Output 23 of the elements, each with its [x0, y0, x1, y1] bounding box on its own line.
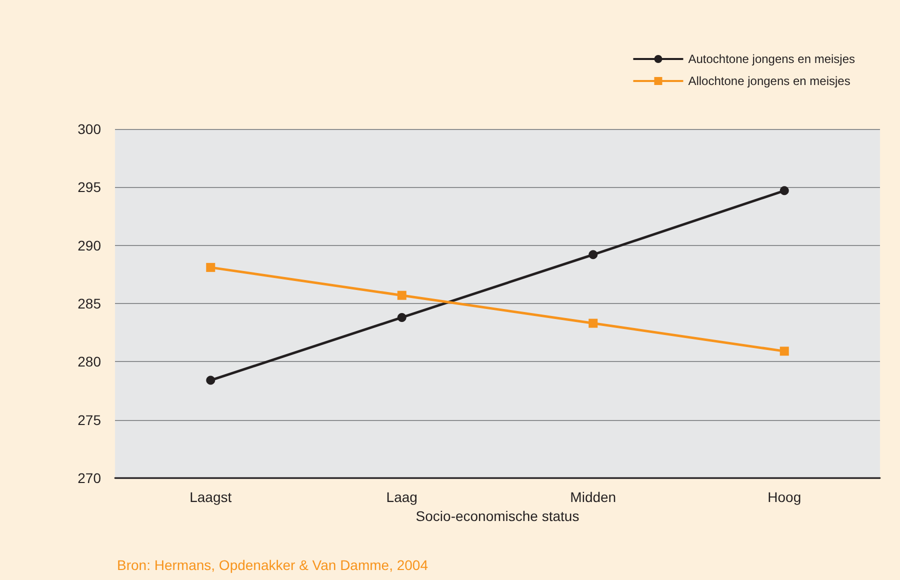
- y-tick-label: 295: [78, 179, 102, 196]
- x-tick-label: Midden: [570, 489, 616, 505]
- point: [206, 376, 216, 385]
- y-tick-label: 290: [78, 237, 102, 254]
- point: [780, 346, 789, 356]
- point: [588, 318, 598, 328]
- point: [588, 250, 598, 260]
- y-tick-label: 270: [78, 470, 102, 486]
- point: [397, 290, 406, 300]
- point: [397, 312, 406, 322]
- point: [206, 262, 216, 272]
- x-axis-title: Socio-economische status: [416, 508, 580, 524]
- x-tick-label: Hoog: [768, 489, 802, 505]
- text: Bron: Hermans, Opdenakker & Van Damme, 2004: [117, 557, 428, 573]
- x-tick-label: Laagst: [190, 489, 232, 505]
- legend-label: Autochtone jongens en meisjes: [688, 52, 856, 66]
- legend-label: Allochtone jongens en meisjes: [688, 74, 850, 88]
- y-tick-label: 275: [78, 412, 102, 428]
- point: [780, 186, 789, 196]
- y-tick-label: 280: [78, 354, 102, 370]
- y-tick-label: 300: [78, 121, 102, 137]
- y-tick-label: 285: [78, 296, 102, 312]
- x-tick-label: Laag: [386, 489, 418, 505]
